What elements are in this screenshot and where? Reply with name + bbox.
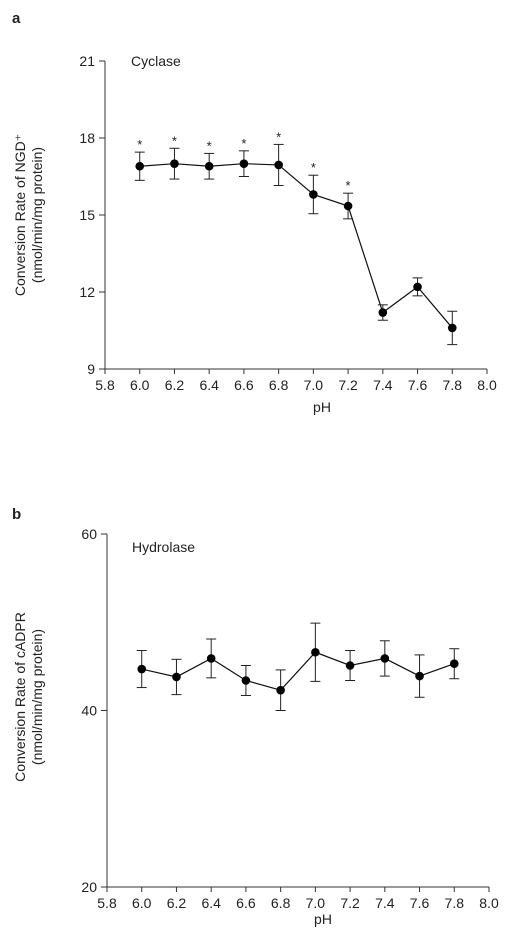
panel-b-data-point bbox=[449, 659, 459, 669]
panel-b-y-tick-label: 60 bbox=[81, 526, 97, 542]
panel-a-data-point bbox=[170, 159, 179, 168]
panel-b-letter: b bbox=[12, 506, 21, 523]
panel-b-data-point bbox=[311, 647, 320, 657]
panel-a-significance-marker: * bbox=[137, 137, 142, 152]
panel-a-series-line bbox=[139, 163, 453, 329]
panel-b-y-axis-title-line1: Conversion Rate of cADPR bbox=[12, 612, 28, 782]
panel-b-x-tick-label: 7.2 bbox=[340, 895, 360, 911]
panel-b-marks: 20 40 60 5.8 6.0 6.2 6.4 6.6 6.8 7.0 7.2 7.4 7.6 7.8 8… bbox=[81, 526, 499, 911]
panel-b-x-tick-label: 8.0 bbox=[479, 895, 499, 911]
panel-a-significance-marker: * bbox=[346, 178, 351, 193]
panel-a-x-tick-label: 6.8 bbox=[269, 377, 289, 393]
panel-b-x-tick-label: 6.4 bbox=[201, 895, 221, 911]
panel-a-y-tick-label: 12 bbox=[79, 284, 95, 300]
panel-a-x-tick-label: 7.0 bbox=[304, 377, 324, 393]
panel-a-y-axis-title-line2: (nmol/min/mg protein) bbox=[29, 147, 45, 283]
panel-a-significance-marker: * bbox=[172, 133, 177, 148]
panel-a-x-axis-title: pH bbox=[313, 399, 331, 415]
panel-a-significance-marker: * bbox=[311, 160, 316, 175]
panel-a-x-tick-label: 7.8 bbox=[443, 377, 463, 393]
panel-b-x-tick-label: 5.8 bbox=[97, 895, 117, 911]
panel-a-x-tick-label: 8.0 bbox=[477, 377, 497, 393]
panel-a-x-tick-label: 7.6 bbox=[408, 377, 428, 393]
panel-b-x-tick-label: 7.6 bbox=[410, 895, 430, 911]
panel-a-y-tick-label: 21 bbox=[79, 53, 95, 69]
panel-a-x-tick-label: 6.0 bbox=[130, 377, 150, 393]
panel-a-y-tick-label: 9 bbox=[87, 361, 95, 377]
panel-b-x-tick-label: 7.8 bbox=[445, 895, 465, 911]
panel-a-data-point bbox=[274, 160, 283, 170]
panel-b-y-tick-label: 40 bbox=[81, 703, 97, 719]
panel-b-data-point bbox=[137, 664, 147, 674]
panel-b-x-tick-label: 6.6 bbox=[236, 895, 256, 911]
panel-a-x-tick-label: 6.2 bbox=[165, 377, 185, 393]
panel-a-data-point bbox=[378, 308, 388, 317]
panel-a-data-point bbox=[447, 323, 457, 333]
panel-a-data-point bbox=[135, 161, 145, 171]
panel-a-data-point bbox=[309, 190, 318, 199]
panel-b-data-point bbox=[380, 654, 390, 663]
panel-a-x-tick-label: 7.2 bbox=[338, 377, 358, 393]
panel-a-significance-marker: * bbox=[241, 136, 246, 151]
panel-a-y-axis-title-line1: Conversion Rate of NGD⁺ bbox=[12, 134, 28, 296]
panel-a-x-tick-label: 6.4 bbox=[199, 377, 219, 393]
panel-a-x-tick-label: 7.4 bbox=[373, 377, 393, 393]
panel-a-y-tick-label: 15 bbox=[79, 207, 95, 223]
panel-b-x-axis-title: pH bbox=[314, 911, 332, 927]
panel-a-chart: a Cyclase pH Conversion Rate of NGD⁺ (nm… bbox=[12, 10, 497, 415]
panel-a-significance-marker: * bbox=[207, 138, 212, 153]
panel-b-y-axis-title-line2: (nmol/min/mg protein) bbox=[29, 629, 45, 765]
panel-b-x-tick-label: 7.0 bbox=[306, 895, 326, 911]
panel-a-data-point bbox=[343, 201, 353, 211]
panel-a-data-point bbox=[204, 161, 214, 171]
panel-b-data-point bbox=[241, 676, 251, 685]
panel-a-marks: 9 12 15 18 21 5.8 6.0 6.2 6.4 6.6 6.8 7.0 7.2 7.4 7.6 7… bbox=[79, 53, 497, 393]
panel-a-x-tick-label: 5.8 bbox=[95, 377, 115, 393]
panel-b-x-tick-label: 6.0 bbox=[132, 895, 152, 911]
panel-a-letter: a bbox=[12, 10, 21, 27]
panel-b-x-tick-label: 6.2 bbox=[167, 895, 187, 911]
panel-a-x-tick-label: 6.6 bbox=[234, 377, 254, 393]
panel-b-x-tick-label: 7.4 bbox=[375, 895, 395, 911]
panel-a-significance-marker: * bbox=[276, 129, 281, 144]
panel-b-data-point bbox=[345, 661, 355, 670]
panel-b-series-line bbox=[141, 651, 455, 691]
panel-b-x-tick-label: 6.8 bbox=[271, 895, 291, 911]
panel-a-title: Cyclase bbox=[131, 53, 181, 69]
panel-b-chart: b Hydrolase pH Conversion Rate of cADPR … bbox=[12, 506, 499, 927]
panel-b-data-point bbox=[172, 672, 181, 682]
panel-a-data-point bbox=[239, 159, 249, 168]
panel-a-y-tick-label: 18 bbox=[79, 130, 95, 146]
panel-b-data-point bbox=[415, 671, 424, 681]
panel-b-title: Hydrolase bbox=[132, 539, 195, 555]
panel-b-y-tick-label: 20 bbox=[81, 879, 97, 895]
panel-b-data-point bbox=[206, 654, 216, 663]
panel-b-data-point bbox=[276, 685, 285, 695]
panel-a-data-point bbox=[413, 282, 422, 292]
